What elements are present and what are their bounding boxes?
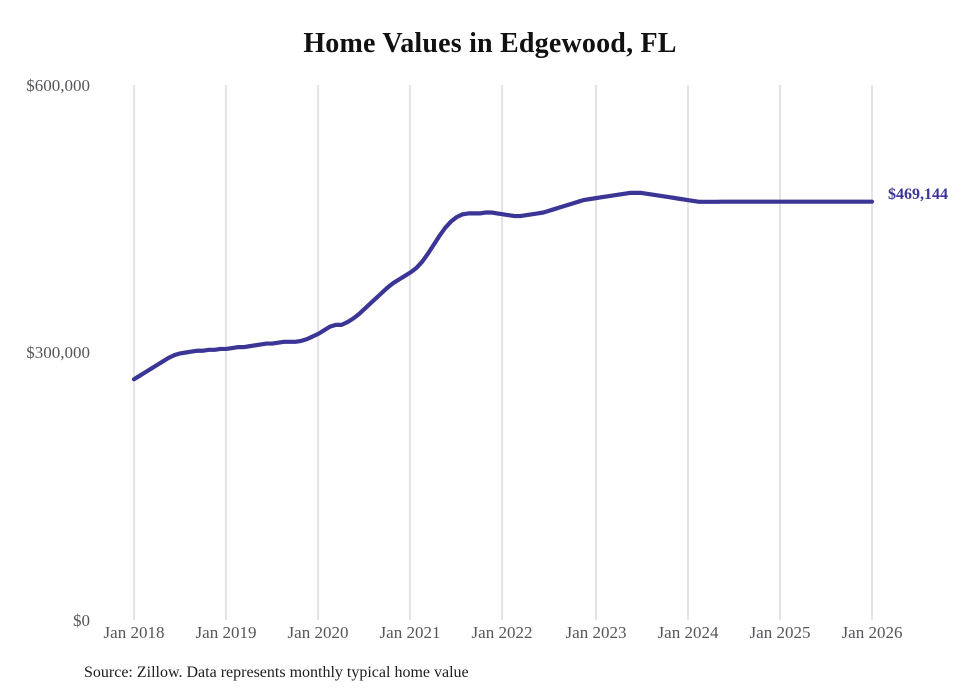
y-tick-label-0: $0 [73, 611, 90, 630]
latest-value-annotation: $469,144 [888, 186, 948, 203]
page-title: Home Values in Edgewood, FL [303, 28, 677, 59]
x-tick-label-jan-2019: Jan 2019 [195, 623, 257, 642]
x-tick-label-jan-2023: Jan 2023 [565, 623, 627, 642]
x-tick-label-jan-2026: Jan 2026 [841, 623, 903, 642]
data-line-typical-home-value [131, 190, 875, 382]
gridlines [133, 85, 873, 620]
y-tick-label-600000: $600,000 [26, 76, 90, 95]
x-tick-label-jan-2025: Jan 2025 [749, 623, 811, 642]
x-tick-label-jan-2024: Jan 2024 [657, 623, 719, 642]
x-tick-label-jan-2022: Jan 2022 [471, 623, 533, 642]
x-tick-label-jan-2020: Jan 2020 [287, 623, 349, 642]
x-tick-label-jan-2021: Jan 2021 [379, 623, 441, 642]
x-tick-label-jan-2018: Jan 2018 [103, 623, 165, 642]
source-note: Source: Zillow. Data represents monthly … [84, 664, 469, 681]
y-tick-label-300000: $300,000 [26, 343, 90, 362]
